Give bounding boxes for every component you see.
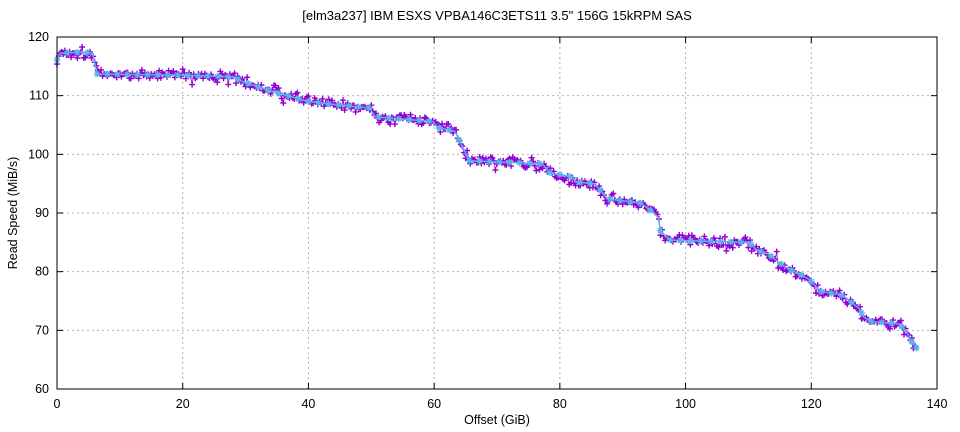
y-tick-label: 60 (35, 382, 49, 396)
y-tick-label: 70 (35, 323, 49, 337)
x-tick-label: 140 (927, 397, 948, 411)
y-tick-label: 120 (28, 30, 49, 44)
tick-labels: 0 20 40 60 80 100 120 140 60 70 80 90 100 110 120 (28, 30, 947, 411)
y-tick-label: 100 (28, 147, 49, 161)
x-tick-label: 80 (553, 397, 567, 411)
data-series (53, 44, 920, 352)
average-line (56, 51, 917, 349)
x-tick-label: 120 (801, 397, 822, 411)
average-asterisk-markers (53, 48, 920, 352)
samples-line (56, 46, 916, 350)
y-tick-label: 110 (29, 89, 49, 103)
x-tick-label: 0 (54, 397, 61, 411)
gridlines (57, 37, 937, 389)
y-tick-label: 80 (35, 265, 49, 279)
x-tick-label: 40 (301, 397, 315, 411)
x-axis-label: Offset (GiB) (464, 413, 530, 427)
plot-frame (56, 36, 938, 390)
chart-title: [elm3a237] IBM ESXS VPBA146C3ETS11 3.5" … (302, 8, 692, 23)
y-tick-label: 90 (35, 206, 49, 220)
average-series (53, 48, 920, 352)
x-tick-label: 20 (176, 397, 190, 411)
x-tick-label: 100 (675, 397, 696, 411)
samples-plus-markers (54, 44, 918, 352)
samples-series (54, 44, 918, 352)
y-axis-label: Read Speed (MiB/s) (6, 157, 20, 270)
x-tick-label: 60 (427, 397, 441, 411)
